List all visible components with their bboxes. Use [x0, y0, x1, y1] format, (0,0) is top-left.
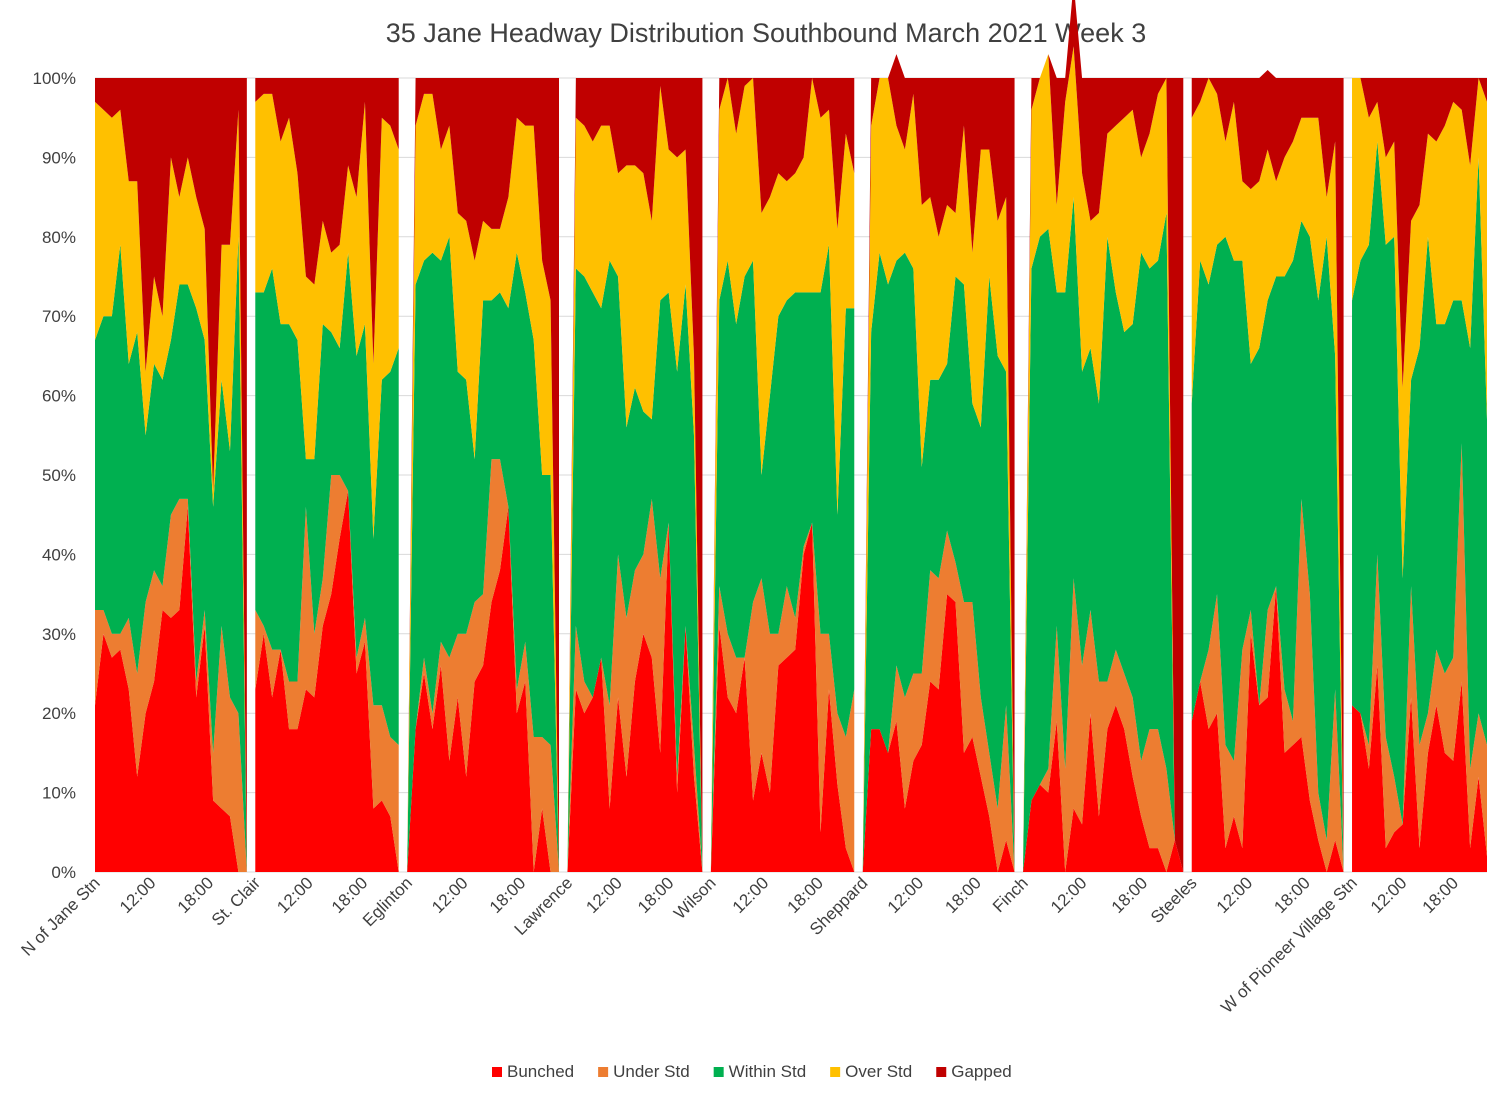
area-under_std-wilson [710, 522, 855, 872]
x-tick-label: 12:00 [884, 873, 928, 917]
area-within_std-n-of-jane-stn [95, 236, 247, 873]
x-tick-label: 12:00 [582, 873, 626, 917]
area-within_std-lawrence [567, 260, 703, 872]
area-bunched-lawrence [567, 522, 703, 872]
x-tick-label: 12:00 [1367, 873, 1411, 917]
area-bunched-eglinton [407, 506, 559, 872]
area-over_std-finch [1023, 46, 1184, 873]
area-bunched-wilson [710, 522, 855, 872]
area-under_std-w-of-pioneer-village-stn [1352, 443, 1487, 857]
area-gapped-wilson [710, 78, 855, 872]
area-bunched-st-clair [255, 490, 399, 872]
chart-title: 35 Jane Headway Distribution Southbound … [386, 18, 1146, 48]
area-gapped-finch [1023, 0, 1184, 872]
area-over_std-w-of-pioneer-village-stn [1352, 78, 1487, 579]
area-within_std-sheppard [862, 252, 1015, 872]
area-within_std-finch [1023, 197, 1184, 873]
area-within_std-steeles [1191, 220, 1344, 873]
y-axis: 0% 10% 20% 30% 40% 50% 60% 70% 80% 90% 100% [33, 69, 76, 882]
y-tick-label: 10% [42, 784, 76, 803]
area-bunched-steeles [1191, 586, 1344, 872]
legend-swatch-bunched [492, 1067, 502, 1077]
legend-swatch-over_std [830, 1067, 841, 1077]
area-gapped-steeles [1191, 70, 1344, 872]
area-within_std-eglinton [407, 236, 559, 873]
x-tick-label: 18:00 [941, 873, 985, 917]
x-tick-label: 18:00 [486, 873, 530, 917]
area-over_std-wilson [710, 78, 855, 872]
area-over_std-sheppard [862, 78, 1015, 872]
x-tick-label: 12:00 [116, 873, 160, 917]
area-gapped-n-of-jane-stn [95, 78, 247, 872]
area-under_std-st-clair [255, 475, 399, 872]
plot-area [95, 0, 1487, 873]
area-bunched-n-of-jane-stn [95, 506, 247, 872]
x-tick-label: Steeles [1147, 873, 1201, 927]
area-bunched-w-of-pioneer-village-stn [1352, 665, 1487, 872]
x-tick-label: 18:00 [1419, 873, 1463, 917]
area-gapped-lawrence [567, 78, 703, 872]
legend-swatch-under_std [598, 1067, 609, 1077]
y-tick-label: 50% [42, 466, 76, 485]
area-gapped-w-of-pioneer-village-stn [1352, 78, 1487, 388]
area-gapped-sheppard [862, 54, 1015, 873]
area-within_std-wilson [710, 244, 855, 873]
y-tick-label: 100% [33, 69, 76, 88]
x-tick-label: 12:00 [428, 873, 472, 917]
area-under_std-lawrence [567, 498, 703, 872]
legend-label-under_std: Under Std [613, 1062, 690, 1081]
legend: Bunched Under Std Within Std Over Std Gapped [492, 1062, 1012, 1081]
x-tick-label: Finch [989, 873, 1032, 916]
area-within_std-st-clair [255, 252, 399, 745]
legend-swatch-gapped [936, 1067, 947, 1077]
area-over_std-n-of-jane-stn [95, 101, 247, 872]
y-tick-label: 0% [51, 863, 76, 882]
legend-swatch-within_std [713, 1067, 724, 1077]
area-over_std-eglinton [407, 93, 559, 872]
area-under_std-finch [1023, 578, 1184, 872]
area-gapped-eglinton [407, 78, 559, 872]
x-tick-label: 12:00 [1213, 873, 1257, 917]
x-tick-label: N of Jane Stn [18, 873, 104, 959]
y-tick-label: 70% [42, 307, 76, 326]
x-tick-label: 12:00 [729, 873, 773, 917]
area-over_std-lawrence [567, 85, 703, 872]
legend-label-gapped: Gapped [951, 1062, 1012, 1081]
area-bunched-sheppard [862, 594, 1015, 872]
area-gapped-st-clair [255, 78, 399, 364]
area-bunched-finch [1023, 705, 1184, 872]
x-tick-label: Wilson [670, 873, 720, 923]
legend-label-within_std: Within Std [729, 1062, 806, 1081]
y-tick-label: 40% [42, 545, 76, 564]
area-under_std-steeles [1191, 498, 1344, 872]
x-tick-label: Eglinton [359, 873, 416, 930]
area-under_std-sheppard [862, 530, 1015, 872]
area-over_std-st-clair [255, 93, 399, 539]
area-over_std-steeles [1191, 78, 1344, 872]
x-tick-label: 12:00 [1047, 873, 1091, 917]
y-tick-label: 90% [42, 148, 76, 167]
x-tick-label: 12:00 [273, 873, 317, 917]
area-within_std-w-of-pioneer-village-stn [1352, 141, 1487, 825]
y-tick-label: 80% [42, 228, 76, 247]
legend-label-over_std: Over Std [845, 1062, 912, 1081]
area-under_std-n-of-jane-stn [95, 498, 247, 872]
y-tick-label: 30% [42, 625, 76, 644]
legend-label-bunched: Bunched [507, 1062, 574, 1081]
x-tick-label: 18:00 [1270, 873, 1314, 917]
x-tick-label: 18:00 [174, 873, 218, 917]
x-tick-label: 18:00 [1108, 873, 1152, 917]
x-tick-label: St. Clair [208, 873, 264, 929]
y-tick-label: 20% [42, 704, 76, 723]
y-tick-label: 60% [42, 387, 76, 406]
